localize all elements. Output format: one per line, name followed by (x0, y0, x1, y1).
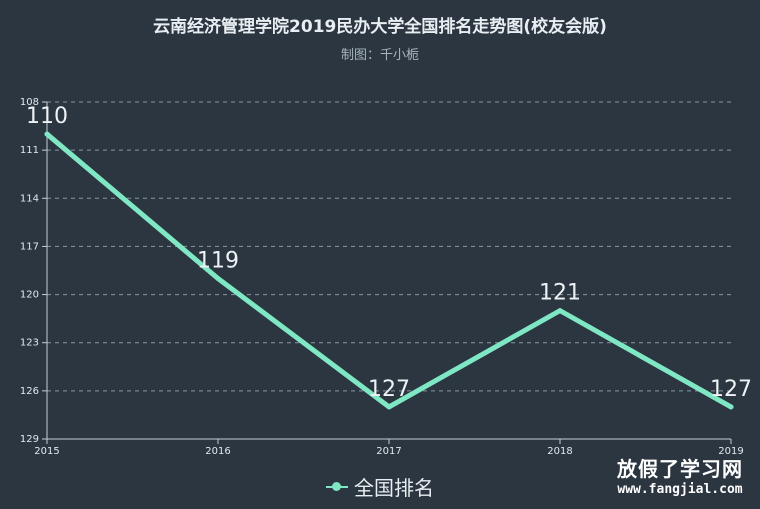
x-tick-label: 2015 (34, 446, 59, 457)
x-tick-label: 2016 (205, 446, 230, 457)
data-point (44, 131, 50, 137)
data-point (728, 404, 734, 410)
data-point (557, 308, 563, 314)
data-point (215, 276, 221, 282)
legend-series-marker (326, 481, 348, 493)
y-tick-label: 114 (20, 193, 39, 204)
chart-subtitle: 制图：千小栀 (340, 48, 419, 63)
y-tick-label: 129 (20, 434, 39, 445)
watermark: 放假了学习网 www.fangjial.com (608, 453, 752, 497)
data-label: 121 (539, 281, 581, 306)
chart-title: 云南经济管理学院2019民办大学全国排名走势图(校友会版) (153, 17, 607, 37)
legend[interactable]: 全国排名 (0, 472, 760, 501)
x-tick-label: 2019 (718, 446, 743, 457)
data-point (386, 404, 392, 410)
y-tick-label: 123 (20, 338, 39, 349)
y-tick-label: 126 (20, 386, 39, 397)
x-tick-label: 2018 (547, 446, 572, 457)
watermark-url: www.fangjial.com (617, 482, 743, 497)
y-tick-label: 108 (20, 97, 39, 108)
data-label: 127 (710, 377, 752, 402)
data-label: 110 (26, 104, 68, 129)
y-tick-label: 120 (20, 290, 39, 301)
series-line (44, 131, 734, 410)
data-label: 127 (368, 377, 410, 402)
y-tick-label: 111 (20, 145, 39, 156)
x-tick-label: 2017 (376, 446, 401, 457)
watermark-text: 放假了学习网 (617, 457, 743, 481)
legend-series-label: 全国排名 (354, 476, 434, 500)
data-label: 119 (197, 249, 239, 274)
y-tick-label: 117 (20, 241, 39, 252)
